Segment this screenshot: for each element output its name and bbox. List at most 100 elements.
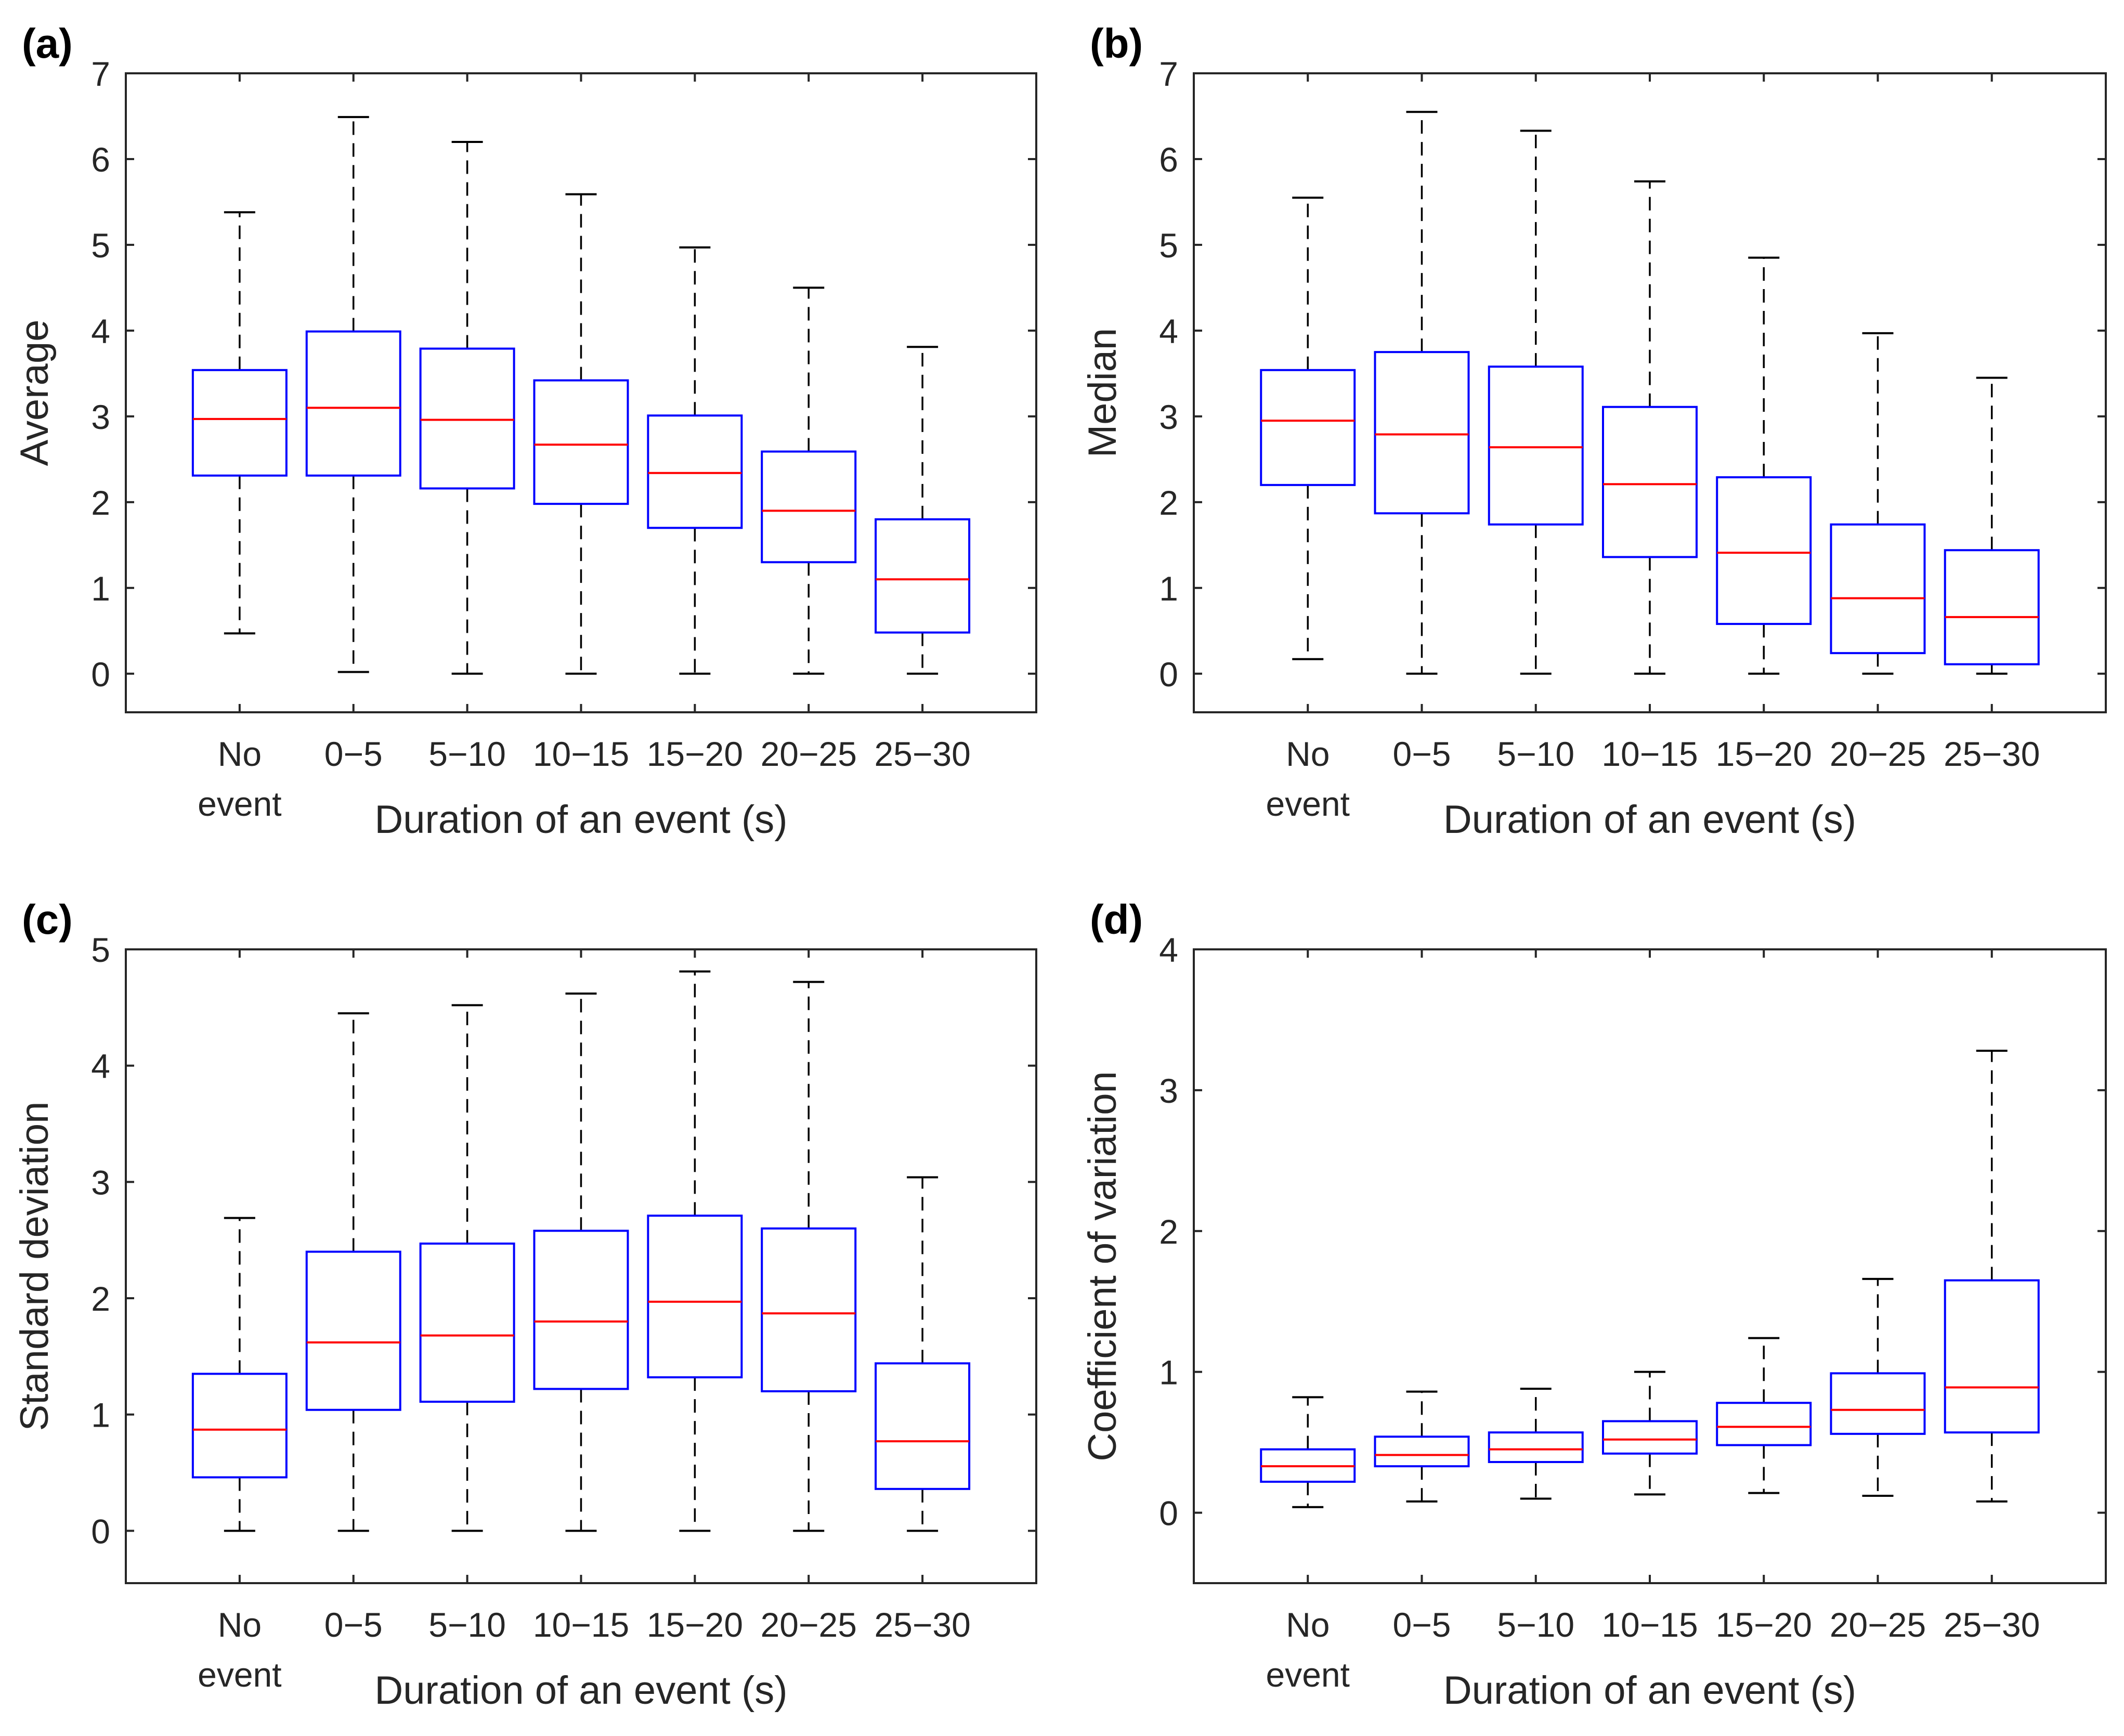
iqr-box bbox=[1944, 1279, 2040, 1434]
box-1 bbox=[191, 1217, 288, 1532]
x-tick-label: 20−25 bbox=[761, 735, 857, 773]
box-6 bbox=[761, 286, 857, 675]
x-tick-label: 15−20 bbox=[1716, 735, 1812, 773]
chart-panel-d: (d) 0 1 2 3 4 No event 0−5 5−10 10−15 15−20 20−25 25−… bbox=[1080, 896, 2107, 1713]
iqr-box bbox=[191, 1373, 288, 1479]
x-tick-label-line: No bbox=[1286, 735, 1330, 773]
y-tick-label: 2 bbox=[1159, 1212, 1178, 1251]
y-tick-label: 6 bbox=[91, 140, 110, 179]
x-tick-label-line: 0−5 bbox=[324, 735, 383, 773]
y-tick-label: 2 bbox=[91, 484, 110, 522]
x-tick-label-line: 20−25 bbox=[761, 1606, 857, 1644]
x-tick-label-line: 0−5 bbox=[324, 1606, 383, 1644]
iqr-box bbox=[419, 347, 515, 490]
x-tick-label-line: 0−5 bbox=[1393, 1606, 1451, 1644]
x-tick-label-line: 15−20 bbox=[647, 1606, 743, 1644]
iqr-box bbox=[1830, 1372, 1926, 1435]
y-tick-label: 5 bbox=[91, 931, 110, 969]
box-7 bbox=[1944, 376, 2040, 675]
y-tick-label: 3 bbox=[91, 398, 110, 436]
iqr-box bbox=[1830, 523, 1926, 655]
box-4 bbox=[533, 193, 629, 675]
y-tick-label: 1 bbox=[91, 1396, 110, 1434]
x-tick-label-line: 25−30 bbox=[874, 1606, 970, 1644]
box-4 bbox=[1602, 180, 1698, 675]
x-tick-label: 25−30 bbox=[874, 735, 970, 773]
y-tick-label: 1 bbox=[1159, 1353, 1178, 1392]
iqr-box bbox=[875, 518, 971, 634]
x-tick-label: 5−10 bbox=[428, 735, 506, 773]
x-axis-title: Duration of an event (s) bbox=[374, 798, 787, 842]
x-axis-title: Duration of an event (s) bbox=[1443, 798, 1856, 842]
iqr-box bbox=[1602, 406, 1698, 558]
iqr-box bbox=[1488, 1431, 1584, 1464]
x-tick-label: 5−10 bbox=[428, 1606, 506, 1644]
iqr-box bbox=[1488, 366, 1584, 526]
box-3 bbox=[1488, 1388, 1584, 1500]
x-tick-label: 10−15 bbox=[533, 735, 629, 773]
x-tick-label-line: 10−15 bbox=[1601, 735, 1698, 773]
iqr-box bbox=[647, 1215, 743, 1379]
x-tick-label: 5−10 bbox=[1497, 1606, 1574, 1644]
x-axis-title: Duration of an event (s) bbox=[374, 1668, 787, 1713]
x-tick-label: No event bbox=[198, 735, 281, 823]
iqr-box bbox=[533, 379, 629, 505]
box-5 bbox=[1716, 256, 1812, 675]
iqr-box bbox=[191, 369, 288, 477]
x-tick-label: 10−15 bbox=[533, 1606, 629, 1644]
x-tick-label-line: 10−15 bbox=[1601, 1606, 1698, 1644]
iqr-box bbox=[647, 414, 743, 529]
y-tick-label: 0 bbox=[1159, 1494, 1178, 1533]
y-tick-label: 1 bbox=[1159, 569, 1178, 608]
box-4 bbox=[533, 992, 629, 1532]
y-tick-label: 2 bbox=[1159, 484, 1178, 522]
y-axis-title: Median bbox=[1080, 328, 1125, 458]
x-tick-label-line: 25−30 bbox=[1944, 1606, 2040, 1644]
x-tick-label: 15−20 bbox=[647, 735, 743, 773]
box-6 bbox=[1830, 332, 1926, 675]
x-tick-label: 15−20 bbox=[1716, 1606, 1812, 1644]
y-tick-label: 5 bbox=[1159, 226, 1178, 265]
box-5 bbox=[647, 246, 743, 675]
iqr-box bbox=[1944, 549, 2040, 665]
x-tick-label: No event bbox=[1266, 735, 1350, 823]
y-tick-label: 4 bbox=[91, 1047, 110, 1086]
x-tick-label-line: 15−20 bbox=[647, 735, 743, 773]
x-tick-label: 25−30 bbox=[1944, 1606, 2040, 1644]
x-axis-title: Duration of an event (s) bbox=[1443, 1668, 1856, 1713]
x-tick-label: 20−25 bbox=[761, 1606, 857, 1644]
box-1 bbox=[1260, 1396, 1356, 1508]
x-tick-label: No event bbox=[1266, 1606, 1350, 1694]
box-1 bbox=[1260, 197, 1356, 660]
box-6 bbox=[761, 981, 857, 1532]
iqr-box bbox=[1716, 1402, 1812, 1446]
x-tick-label-line: No bbox=[218, 735, 262, 773]
box-2 bbox=[305, 1012, 401, 1532]
x-tick-label: 10−15 bbox=[1601, 735, 1698, 773]
box-7 bbox=[875, 1176, 971, 1532]
chart-panel-c: (c) 0 1 2 3 4 5 No event 0−5 5−10 10−15 15−20 20−25 25… bbox=[12, 896, 1037, 1713]
x-tick-label: 25−30 bbox=[1944, 735, 2040, 773]
x-tick-label-line: 10−15 bbox=[533, 735, 629, 773]
x-tick-label: 0−5 bbox=[324, 735, 383, 773]
iqr-box bbox=[1602, 1420, 1698, 1455]
y-tick-label: 7 bbox=[91, 55, 110, 93]
x-tick-label: 0−5 bbox=[1393, 1606, 1451, 1644]
iqr-box bbox=[1716, 476, 1812, 625]
box-7 bbox=[875, 346, 971, 675]
box-2 bbox=[305, 116, 401, 673]
y-tick-label: 1 bbox=[91, 569, 110, 608]
iqr-box bbox=[761, 450, 857, 564]
x-tick-label: 5−10 bbox=[1497, 735, 1574, 773]
y-tick-label: 4 bbox=[1159, 312, 1178, 350]
x-tick-label: 25−30 bbox=[874, 1606, 970, 1644]
x-tick-label: 20−25 bbox=[1830, 735, 1926, 773]
x-tick-label-line: 10−15 bbox=[533, 1606, 629, 1644]
box-6 bbox=[1830, 1277, 1926, 1497]
y-tick-label: 3 bbox=[1159, 1072, 1178, 1110]
y-tick-label: 4 bbox=[1159, 931, 1178, 969]
x-tick-label: No event bbox=[198, 1606, 281, 1694]
iqr-box bbox=[761, 1227, 857, 1392]
box-4 bbox=[1602, 1370, 1698, 1496]
